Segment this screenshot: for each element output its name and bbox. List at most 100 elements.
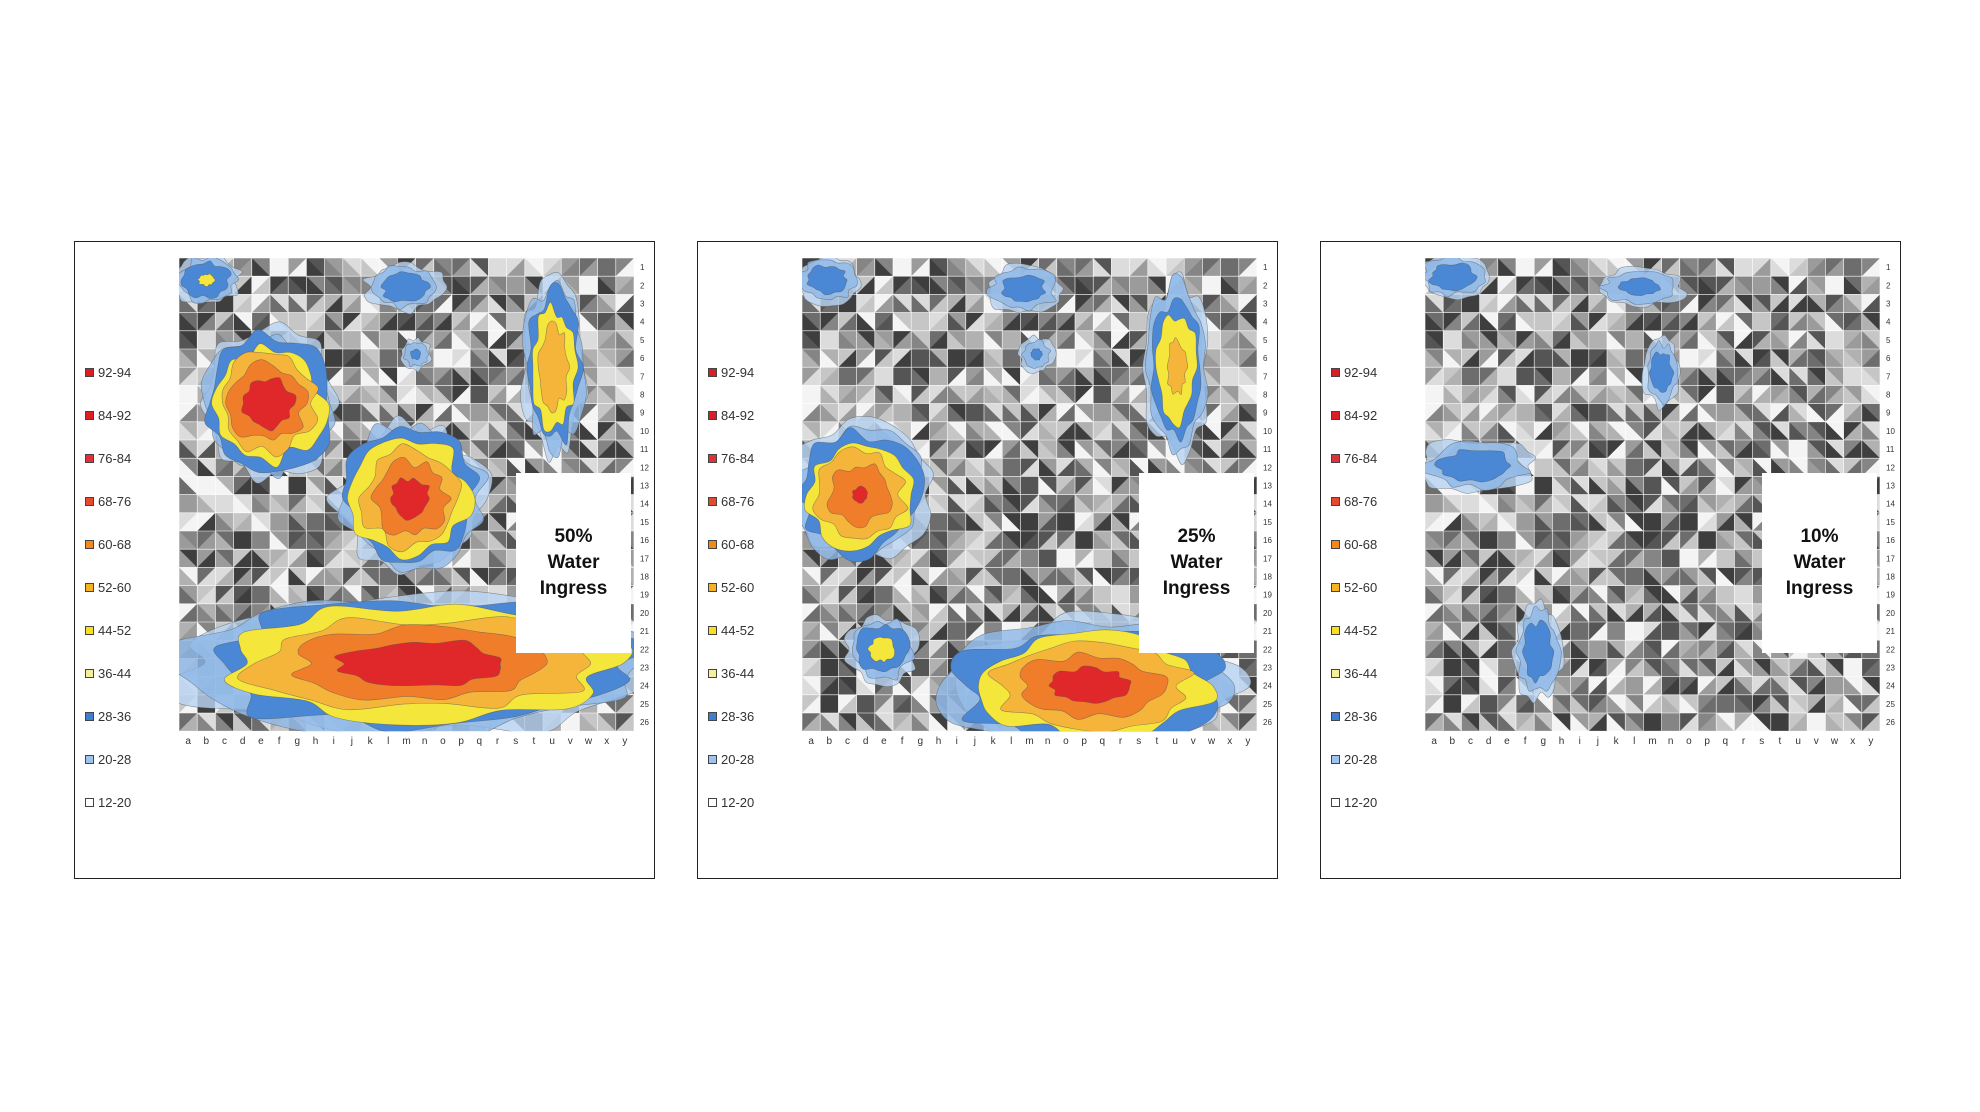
- grid-triangle: [965, 294, 984, 313]
- y-tick-label: 5: [1886, 336, 1891, 345]
- grid-triangle: [306, 585, 325, 604]
- annotation-line-2: Water: [547, 552, 600, 573]
- grid-triangle: [397, 312, 416, 331]
- y-tick-label: 17: [1263, 554, 1272, 563]
- grid-triangle: [197, 713, 216, 732]
- legend-swatch: [708, 797, 717, 807]
- grid-triangle: [1002, 512, 1021, 531]
- grid-triangle: [1789, 385, 1808, 404]
- grid-triangle: [1425, 694, 1444, 713]
- heatmap-svg: a b c d e f g h i j k l m n o p q r s t u v w x y123456789101112…: [178, 257, 649, 747]
- grid-triangle: [1497, 694, 1516, 713]
- grid-triangle: [433, 349, 452, 368]
- grid-triangle: [1425, 367, 1444, 386]
- grid-triangle: [929, 403, 948, 422]
- grid-triangle: [1425, 713, 1444, 732]
- contour-region: [852, 485, 868, 504]
- grid-triangle: [197, 494, 216, 513]
- grid-triangle: [947, 640, 966, 659]
- y-tick-label: 2: [640, 281, 645, 290]
- grid-triangle: [947, 367, 966, 386]
- grid-triangle: [856, 349, 875, 368]
- grid-triangle: [1843, 676, 1862, 695]
- grid-triangle: [1607, 658, 1626, 677]
- grid-triangle: [1516, 294, 1535, 313]
- grid-triangle: [197, 512, 216, 531]
- grid-triangle: [1002, 367, 1021, 386]
- grid-triangle: [1497, 713, 1516, 732]
- grid-triangle: [251, 494, 270, 513]
- grid-triangle: [1443, 531, 1462, 550]
- grid-triangle: [1698, 330, 1717, 349]
- grid-triangle: [1534, 512, 1553, 531]
- grid-triangle: [1002, 476, 1021, 495]
- x-tick-label: b: [204, 736, 210, 747]
- grid-triangle: [820, 676, 839, 695]
- grid-triangle: [874, 676, 893, 695]
- legend-label: 28-36: [721, 708, 755, 724]
- x-tick-label: l: [1010, 736, 1012, 747]
- grid-triangle: [597, 458, 616, 477]
- grid-triangle: [1698, 512, 1717, 531]
- x-tick-label: f: [278, 736, 281, 747]
- grid-triangle: [1093, 258, 1112, 277]
- grid-triangle: [947, 531, 966, 550]
- grid-triangle: [838, 385, 857, 404]
- grid-triangle: [1607, 494, 1626, 513]
- x-tick-label: s: [1759, 736, 1764, 747]
- grid-triangle: [856, 258, 875, 277]
- annotation-line-2: Water: [1170, 552, 1223, 573]
- grid-triangle: [470, 367, 489, 386]
- grid-triangle: [452, 367, 471, 386]
- x-tick-label: q: [1723, 736, 1729, 747]
- grid-triangle: [874, 276, 893, 295]
- y-tick-label: 2: [1263, 281, 1268, 290]
- grid-triangle: [1625, 258, 1644, 277]
- legend-label: 92-94: [721, 364, 755, 380]
- y-tick-label: 22: [640, 645, 649, 654]
- x-tick-label: s: [1136, 736, 1141, 747]
- contour-region: [1048, 665, 1132, 704]
- grid-triangle: [838, 330, 857, 349]
- y-tick-label: 21: [1886, 627, 1895, 636]
- x-tick-label: w: [1830, 736, 1839, 747]
- x-tick-label: j: [1596, 736, 1599, 747]
- grid-triangle: [874, 585, 893, 604]
- grid-triangle: [379, 403, 398, 422]
- grid-triangle: [488, 440, 507, 459]
- x-tick-label: e: [258, 736, 264, 747]
- grid-triangle: [1002, 531, 1021, 550]
- annotation-line-1: 25%: [1177, 526, 1216, 547]
- grid-triangle: [1443, 512, 1462, 531]
- grid-triangle: [597, 258, 616, 277]
- grid-triangle: [1075, 349, 1094, 368]
- contour-region: [390, 477, 430, 521]
- grid-triangle: [965, 312, 984, 331]
- grid-triangle: [947, 294, 966, 313]
- grid-triangle: [197, 531, 216, 550]
- grid-triangle: [233, 512, 252, 531]
- y-tick-label: 25: [640, 700, 649, 709]
- grid-triangle: [1002, 330, 1021, 349]
- x-tick-label: g: [918, 736, 924, 747]
- grid-triangle: [288, 276, 307, 295]
- grid-triangle: [543, 458, 562, 477]
- grid-triangle: [820, 603, 839, 622]
- annotation-label: 50% Water Ingress: [516, 473, 631, 653]
- grid-triangle: [1607, 403, 1626, 422]
- grid-triangle: [911, 585, 930, 604]
- grid-triangle: [1516, 512, 1535, 531]
- grid-triangle: [1093, 549, 1112, 568]
- grid-triangle: [874, 258, 893, 277]
- legend-item: 68-76: [708, 493, 754, 509]
- grid-triangle: [1075, 494, 1094, 513]
- legend-item: 52-60: [708, 579, 754, 595]
- grid-triangle: [874, 330, 893, 349]
- grid-triangle: [433, 567, 452, 586]
- contour-region: [410, 348, 421, 360]
- grid-triangle: [1425, 640, 1444, 659]
- grid-triangle: [579, 349, 598, 368]
- grid-triangle: [965, 549, 984, 568]
- x-tick-label: q: [477, 736, 483, 747]
- grid-triangle: [1789, 312, 1808, 331]
